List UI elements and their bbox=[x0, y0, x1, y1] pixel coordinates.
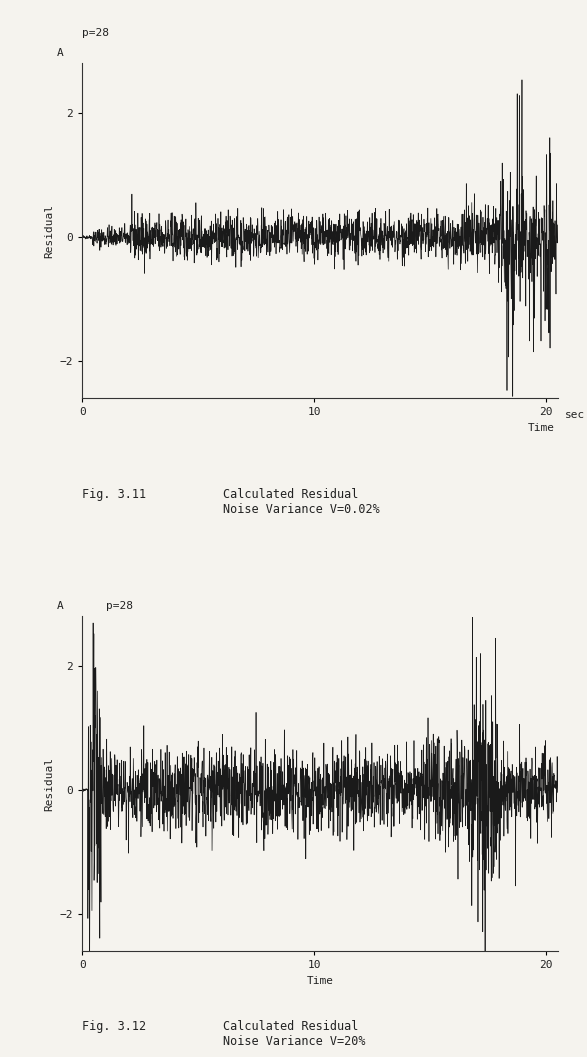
Y-axis label: Residual: Residual bbox=[44, 757, 54, 811]
Text: Calculated Residual
Noise Variance V=20%: Calculated Residual Noise Variance V=20% bbox=[223, 1020, 366, 1047]
Text: Fig. 3.12: Fig. 3.12 bbox=[82, 1020, 146, 1033]
Text: Calculated Residual
Noise Variance V=0.02%: Calculated Residual Noise Variance V=0.0… bbox=[223, 488, 380, 516]
Text: Fig. 3.11: Fig. 3.11 bbox=[82, 488, 146, 501]
Text: p=28: p=28 bbox=[82, 29, 109, 38]
Text: Time: Time bbox=[528, 424, 555, 433]
Y-axis label: Residual: Residual bbox=[44, 204, 54, 258]
Text: A: A bbox=[57, 48, 64, 58]
X-axis label: Time: Time bbox=[306, 976, 333, 986]
Text: sec: sec bbox=[565, 409, 585, 420]
Text: A: A bbox=[57, 600, 64, 611]
Text: p=28: p=28 bbox=[106, 600, 133, 611]
